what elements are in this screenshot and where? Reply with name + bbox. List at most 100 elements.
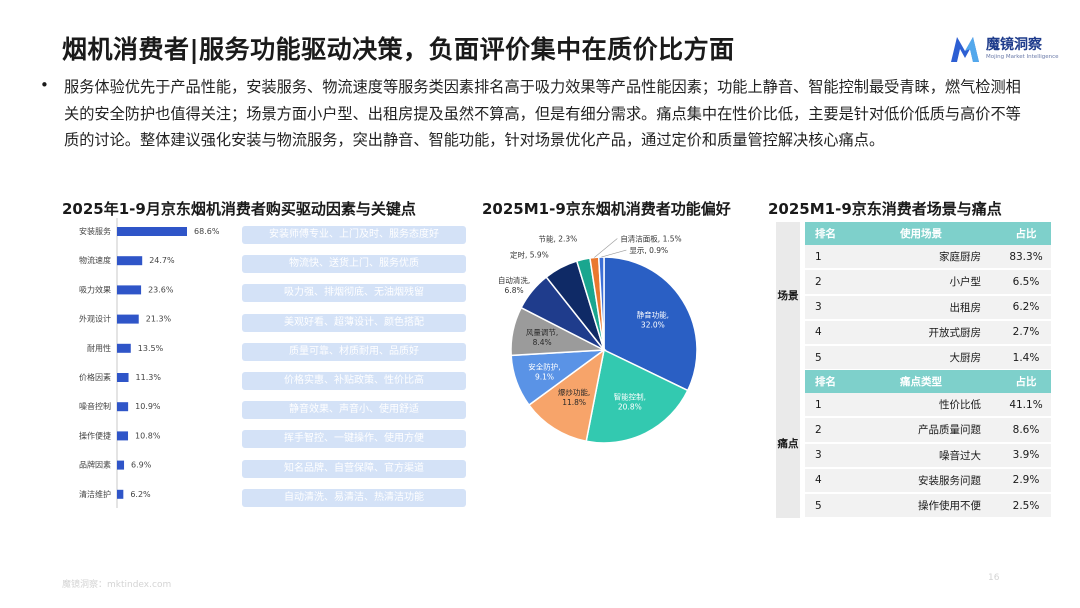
scene-share: 6.5%: [1001, 269, 1051, 296]
pie-slice: [527, 348, 606, 443]
pie-slice-label: 智能控制,: [614, 392, 646, 402]
pain-name: 性价比低: [841, 393, 1001, 419]
bar-category-label: 品牌因素: [79, 460, 111, 470]
pie-leader-line: [594, 238, 618, 258]
bar: [117, 227, 187, 236]
scene-share: 2.7%: [1001, 319, 1051, 346]
scene-rank: 3: [805, 294, 841, 321]
scene-share: 83.3%: [1001, 245, 1051, 271]
bar-value-label: 13.5%: [138, 344, 164, 353]
pain-rank: 1: [805, 393, 841, 419]
pie-slice-label: 自清洁面板, 1.5%: [620, 234, 681, 244]
pain-rank: 3: [805, 442, 841, 469]
pie-slice: [585, 348, 689, 444]
bar-category-label: 吸力效果: [79, 284, 111, 294]
pain-header-type: 痛点类型: [841, 370, 1001, 394]
brand-logo-icon: [951, 37, 979, 62]
summary-text: 服务体验优先于产品性能，安装服务、物流速度等服务类因素排名高于吸力效果等产品性能…: [64, 78, 1021, 149]
key-point-box: 物流快、送货上门、服务优质: [242, 255, 466, 274]
pie-slice-value: 11.8%: [562, 398, 586, 407]
bar-value-label: 10.8%: [135, 431, 161, 440]
bar-value-label: 21.3%: [146, 315, 172, 324]
bar: [117, 314, 139, 324]
bar-value-label: 24.7%: [149, 256, 175, 265]
scene-rank: 5: [805, 344, 841, 372]
pie-slice-label: 风量调节,: [526, 328, 558, 337]
bar-value-label: 23.6%: [148, 285, 174, 294]
pain-name: 安装服务问题: [841, 467, 1001, 494]
bar: [117, 373, 129, 382]
scene-name: 小户型: [841, 269, 1001, 296]
scene-header-type: 使用场景: [841, 222, 1001, 246]
pie-leader-line: [601, 249, 627, 258]
scene-header-rank: 排名: [805, 222, 841, 246]
bar-category-label: 噪音控制: [79, 401, 111, 411]
pain-name: 产品质量问题: [841, 417, 1001, 444]
bar-category-label: 清洁维护: [79, 489, 111, 499]
bar-chart-title: 2025年1-9月京东烟机消费者购买驱动因素与关键点: [62, 200, 416, 218]
pie-slice-label: 静音功能,: [637, 309, 669, 319]
pain-table: 痛点 排名 痛点类型 占比 1 性价比低 41.1% 2 产品质量问题 8.6% 3 噪音…: [776, 370, 1051, 520]
pie-slice-value: 32.0%: [641, 320, 665, 329]
page-title: 烟机消费者|服务功能驱动决策，负面评价集中在质价比方面: [62, 35, 735, 64]
pain-header-share: 占比: [1001, 370, 1051, 394]
function-pie-chart: 静音功能,32.0% 智能控制,20.8% 爆炒功能,11.8% 安全防护,9.1% 风…: [498, 233, 698, 444]
key-point-box: 质量可靠、材质耐用、品质好: [242, 342, 466, 361]
pain-side-label: 痛点: [776, 370, 800, 519]
pie-slice-label: 节能, 2.3%: [538, 233, 577, 243]
pain-side-text: 痛点: [777, 437, 799, 450]
pie-slice: [603, 256, 698, 392]
key-point-box: 自动清洗、易清洁、热清洁功能: [242, 488, 466, 507]
pie-slice-value: 8.4%: [533, 338, 552, 347]
pain-share: 41.1%: [1001, 393, 1051, 419]
bar-category-label: 耐用性: [87, 343, 111, 353]
bar: [117, 343, 131, 353]
footer-source: 魔镜洞察：mktindex.com: [62, 580, 172, 590]
pain-rank: 4: [805, 467, 841, 494]
bar-category-label: 物流速度: [79, 255, 111, 265]
scene-side-text: 场景: [777, 289, 799, 302]
pain-share: 3.9%: [1001, 442, 1051, 469]
bar: [117, 489, 124, 499]
pie-slice-label: 自动清洗,: [498, 275, 530, 285]
brand-subtitle: Mojing Market Intelligence: [986, 54, 1059, 60]
key-point-box: 安装师傅专业、上门及时、服务态度好: [242, 226, 466, 244]
pain-name: 噪音过大: [841, 442, 1001, 469]
pie-slice-label: 安全防护,: [528, 361, 560, 371]
key-point-box: 价格实惠、补贴政策、性价比高: [242, 372, 466, 390]
pain-share: 2.5%: [1001, 492, 1051, 520]
pie-slice-value: 20.8%: [618, 403, 642, 412]
bar-category-label: 安装服务: [79, 226, 111, 236]
scene-table: 场景 排名 使用场景 占比 1 家庭厨房 83.3% 2 小户型 6.5% 3 出租房 6.…: [776, 222, 1051, 372]
bar-category-label: 操作便捷: [79, 430, 111, 440]
bar-category-label: 价格因素: [79, 372, 111, 382]
pain-header-rank: 排名: [805, 370, 841, 394]
pain-name: 操作使用不便: [841, 492, 1001, 520]
key-point-box: 知名品牌、自营保障、官方渠道: [242, 459, 466, 478]
bar-value-label: 10.9%: [135, 402, 161, 411]
scene-rank: 1: [805, 245, 841, 271]
pie-slice-value: 6.8%: [505, 286, 524, 295]
key-point-box: 美观好看、超薄设计、颜色搭配: [242, 313, 466, 332]
bar: [117, 431, 129, 441]
scene-name: 大厨房: [841, 344, 1001, 372]
key-point-box: 挥手智控、一键操作、使用方便: [242, 430, 466, 449]
pie-slice-value: 9.1%: [535, 372, 554, 381]
bar-value-label: 68.6%: [194, 227, 220, 236]
page-number: 16: [988, 573, 1000, 583]
scene-share: 6.2%: [1001, 294, 1051, 321]
brand-logo: 魔镜洞察 Mojing Market Intelligence: [948, 32, 1059, 66]
bar: [117, 402, 129, 412]
scene-share: 1.4%: [1001, 344, 1051, 372]
bar: [117, 460, 125, 470]
pain-share: 2.9%: [1001, 467, 1051, 494]
scene-rank: 4: [805, 319, 841, 346]
bar-category-label: 外观设计: [79, 314, 111, 324]
pain-rank: 2: [805, 417, 841, 444]
pie-slice-label: 显示, 0.9%: [629, 246, 668, 255]
pie-slice-label: 爆炒功能,: [558, 387, 590, 397]
scene-rank: 2: [805, 269, 841, 296]
scene-name: 家庭厨房: [841, 245, 1001, 271]
bullet-icon: •: [40, 76, 49, 94]
scene-name: 出租房: [841, 294, 1001, 321]
